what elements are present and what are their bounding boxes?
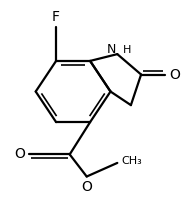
Text: O: O bbox=[14, 147, 25, 161]
Text: N: N bbox=[107, 43, 117, 56]
Text: CH₃: CH₃ bbox=[122, 156, 142, 166]
Text: H: H bbox=[123, 45, 132, 55]
Text: O: O bbox=[81, 180, 92, 194]
Text: F: F bbox=[52, 10, 60, 24]
Text: O: O bbox=[169, 68, 180, 82]
